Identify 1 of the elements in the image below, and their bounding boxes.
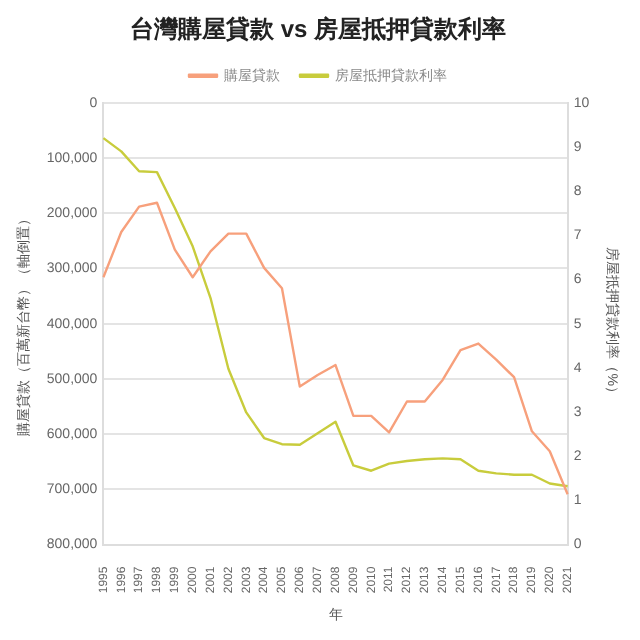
- chart-title: 台灣購屋貸款 vs 房屋抵押貸款利率: [129, 15, 507, 44]
